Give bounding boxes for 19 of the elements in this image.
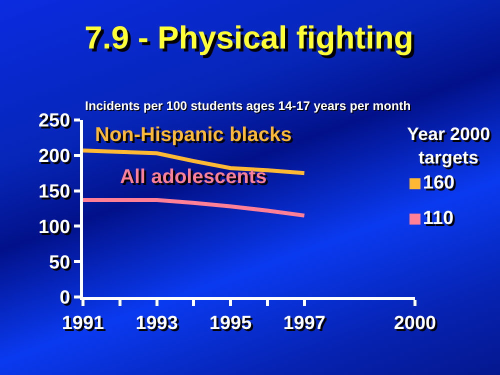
x-tick-label: 1995: [209, 312, 252, 334]
data-label: 110: [422, 208, 454, 229]
y-tick-label: 250: [38, 110, 70, 132]
x-tick-label: 1993: [136, 312, 178, 334]
series-label: Non-Hispanic blacks: [95, 124, 292, 146]
chart-title: 7.9 - Physical fighting: [84, 20, 414, 56]
annotation: Year 2000 targets: [407, 124, 490, 168]
y-tick-label: 200: [38, 146, 70, 168]
series-label: All adolescents: [120, 166, 267, 188]
y-tick-label: 150: [38, 181, 70, 202]
x-tick-label: 2000: [394, 312, 436, 334]
x-tick-label: 1997: [283, 312, 326, 334]
data-label: 160: [422, 172, 455, 194]
y-axis-title: Incidents per 100 students ages 14-17 years per month: [85, 99, 411, 113]
y-tick-label: 50: [49, 252, 70, 274]
y-tick-label: 0: [60, 288, 70, 309]
line-series: [83, 198, 306, 218]
y-tick-label: 100: [38, 216, 70, 238]
x-tick-label: 1991: [62, 312, 105, 334]
